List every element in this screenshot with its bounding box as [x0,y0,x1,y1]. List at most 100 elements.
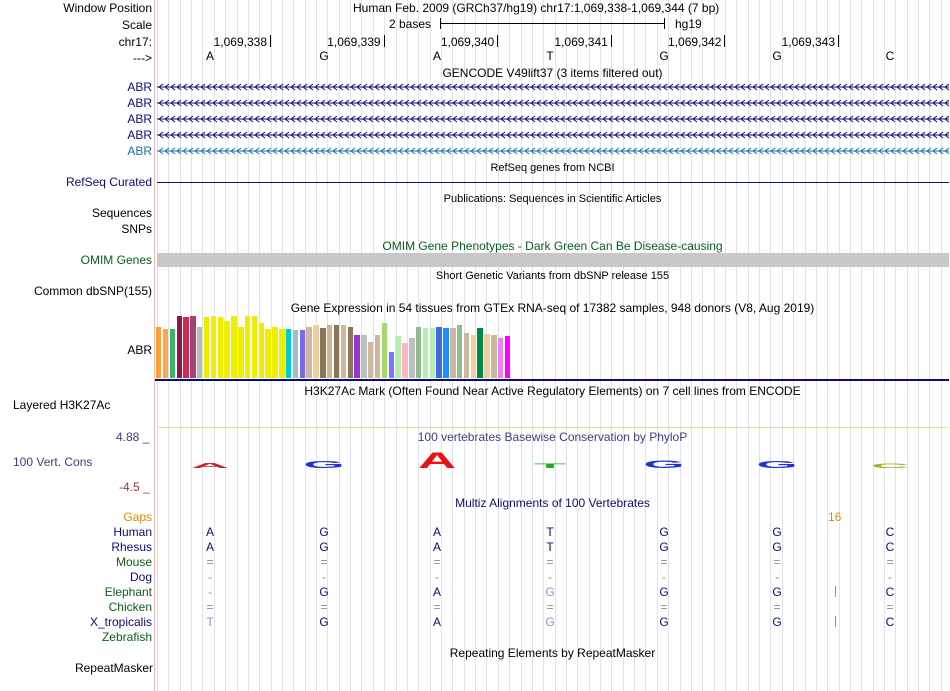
gtex-tissue-bar[interactable] [415,327,422,378]
sequences-track-label[interactable]: Sequences [91,206,152,220]
gtex-tissue-bar[interactable] [347,327,353,378]
gtex-tissue-bar[interactable] [388,352,394,378]
repeatmasker-track-label[interactable]: RepeatMasker [74,661,153,675]
omim-track-label[interactable]: OMIM Genes [80,253,152,267]
species-label[interactable]: Human [113,525,152,539]
species-label[interactable]: Chicken [108,600,152,614]
species-label[interactable]: Zebrafish [101,630,152,644]
gtex-tissue-bar[interactable] [251,316,258,378]
gtex-tissue-bar[interactable] [470,335,477,378]
gtex-tissue-bar[interactable] [313,325,319,378]
grid-line [611,0,613,691]
gencode-item-label[interactable]: ABR [127,112,152,126]
gtex-tissue-bar[interactable] [169,329,176,378]
gtex-tissue-bar[interactable] [231,316,237,378]
phylop-base-glyph: G [643,458,684,470]
grid-line [577,0,579,691]
gtex-tissue-bar[interactable] [217,317,223,378]
gtex-tissue-bar[interactable] [450,328,456,378]
gtex-tissue-bar[interactable] [210,316,217,378]
gtex-tissue-bar[interactable] [238,327,244,378]
gtex-tissue-bar[interactable] [361,335,367,378]
gtex-tissue-bar[interactable] [224,321,230,378]
gtex-bar-chart[interactable] [155,316,555,378]
gtex-tissue-bar[interactable] [183,317,189,378]
gencode-transcript[interactable] [157,81,949,93]
gencode-item-label[interactable]: ABR [127,96,152,110]
gencode-transcript[interactable] [157,97,949,109]
gtex-tissue-bar[interactable] [498,338,504,378]
gtex-tissue-bar[interactable] [368,342,374,378]
grid-line [770,0,772,691]
grid-line [554,0,556,691]
ruler-tick-label: 1,069,339 [327,35,381,49]
refseq-track-label[interactable]: RefSeq Curated [65,175,152,189]
phylop-track-label[interactable]: 100 Vert. Cons [13,455,93,469]
gtex-tissue-bar[interactable] [484,334,490,378]
gtex-tissue-bar[interactable] [306,327,312,378]
grid-line [793,0,795,691]
gtex-tissue-bar[interactable] [327,325,333,378]
species-label[interactable]: X_tropicalis [89,615,152,629]
species-label[interactable]: Elephant [104,585,152,599]
grid-line [531,0,533,691]
dbsnp-track-label[interactable]: Common dbSNP(155) [33,284,152,298]
gtex-tissue-bar[interactable] [162,329,169,378]
gtex-tissue-bar[interactable] [333,325,340,378]
alignment-base: - [548,570,552,584]
phylop-base-glyph: C [871,462,909,469]
gtex-tissue-bar[interactable] [395,336,401,378]
gtex-tissue-bar[interactable] [456,325,463,378]
gtex-tissue-bar[interactable] [285,329,292,378]
gtex-tissue-bar[interactable] [265,329,271,378]
gtex-tissue-bar[interactable] [272,327,278,378]
gtex-tissue-bar[interactable] [429,328,436,378]
grid-line [645,0,647,691]
gtex-tissue-bar[interactable] [463,333,470,378]
insertion-marker [835,616,836,627]
gtex-tissue-bar[interactable] [292,330,299,378]
species-label[interactable]: Dog [129,570,152,584]
gtex-tissue-bar[interactable] [504,336,511,378]
gencode-item-label[interactable]: ABR [127,144,152,158]
gtex-tissue-bar[interactable] [491,335,497,378]
gencode-item-label[interactable]: ABR [127,128,152,142]
species-label[interactable]: Rhesus [111,540,152,554]
gtex-tissue-bar[interactable] [190,316,196,378]
gencode-transcript[interactable] [157,145,949,157]
gencode-transcript[interactable] [157,113,949,125]
h3k27ac-track-label[interactable]: Layered H3K27Ac [13,398,111,412]
gtex-tissue-bar[interactable] [156,327,162,378]
gtex-tissue-bar[interactable] [381,323,388,378]
gtex-tissue-bar[interactable] [203,317,210,378]
reference-base: G [659,49,669,63]
gtex-tissue-bar[interactable] [176,316,182,378]
gtex-tissue-bar[interactable] [197,327,203,378]
gtex-track-label[interactable]: ABR [127,343,152,357]
gtex-tissue-bar[interactable] [279,329,285,378]
gtex-tissue-bar[interactable] [409,338,415,378]
gtex-tissue-bar[interactable] [244,316,251,378]
gencode-transcript[interactable] [157,129,949,141]
omim-gene-bar[interactable] [157,253,949,267]
refseq-gene-line[interactable] [157,182,949,183]
gtex-tissue-bar[interactable] [320,328,326,378]
gaps-label[interactable]: Gaps [123,510,152,524]
alignment-base: G [319,525,329,539]
gtex-tissue-bar[interactable] [354,335,360,378]
gtex-tissue-bar[interactable] [374,335,381,378]
gtex-tissue-bar[interactable] [340,325,347,378]
gtex-tissue-bar[interactable] [402,343,408,378]
gtex-tissue-bar[interactable] [477,328,483,378]
gtex-tissue-bar[interactable] [299,330,306,378]
gtex-tissue-bar[interactable] [258,323,265,378]
species-label[interactable]: Mouse [115,555,152,569]
chrom-label: chr17: [118,35,152,49]
gencode-item-label[interactable]: ABR [127,80,152,94]
gtex-tissue-bar[interactable] [422,328,429,378]
gtex-tissue-bar[interactable] [443,328,449,378]
snps-track-label[interactable]: SNPs [121,222,152,236]
grid-line [543,0,545,691]
grid-line [702,0,704,691]
gtex-tissue-bar[interactable] [436,327,442,378]
